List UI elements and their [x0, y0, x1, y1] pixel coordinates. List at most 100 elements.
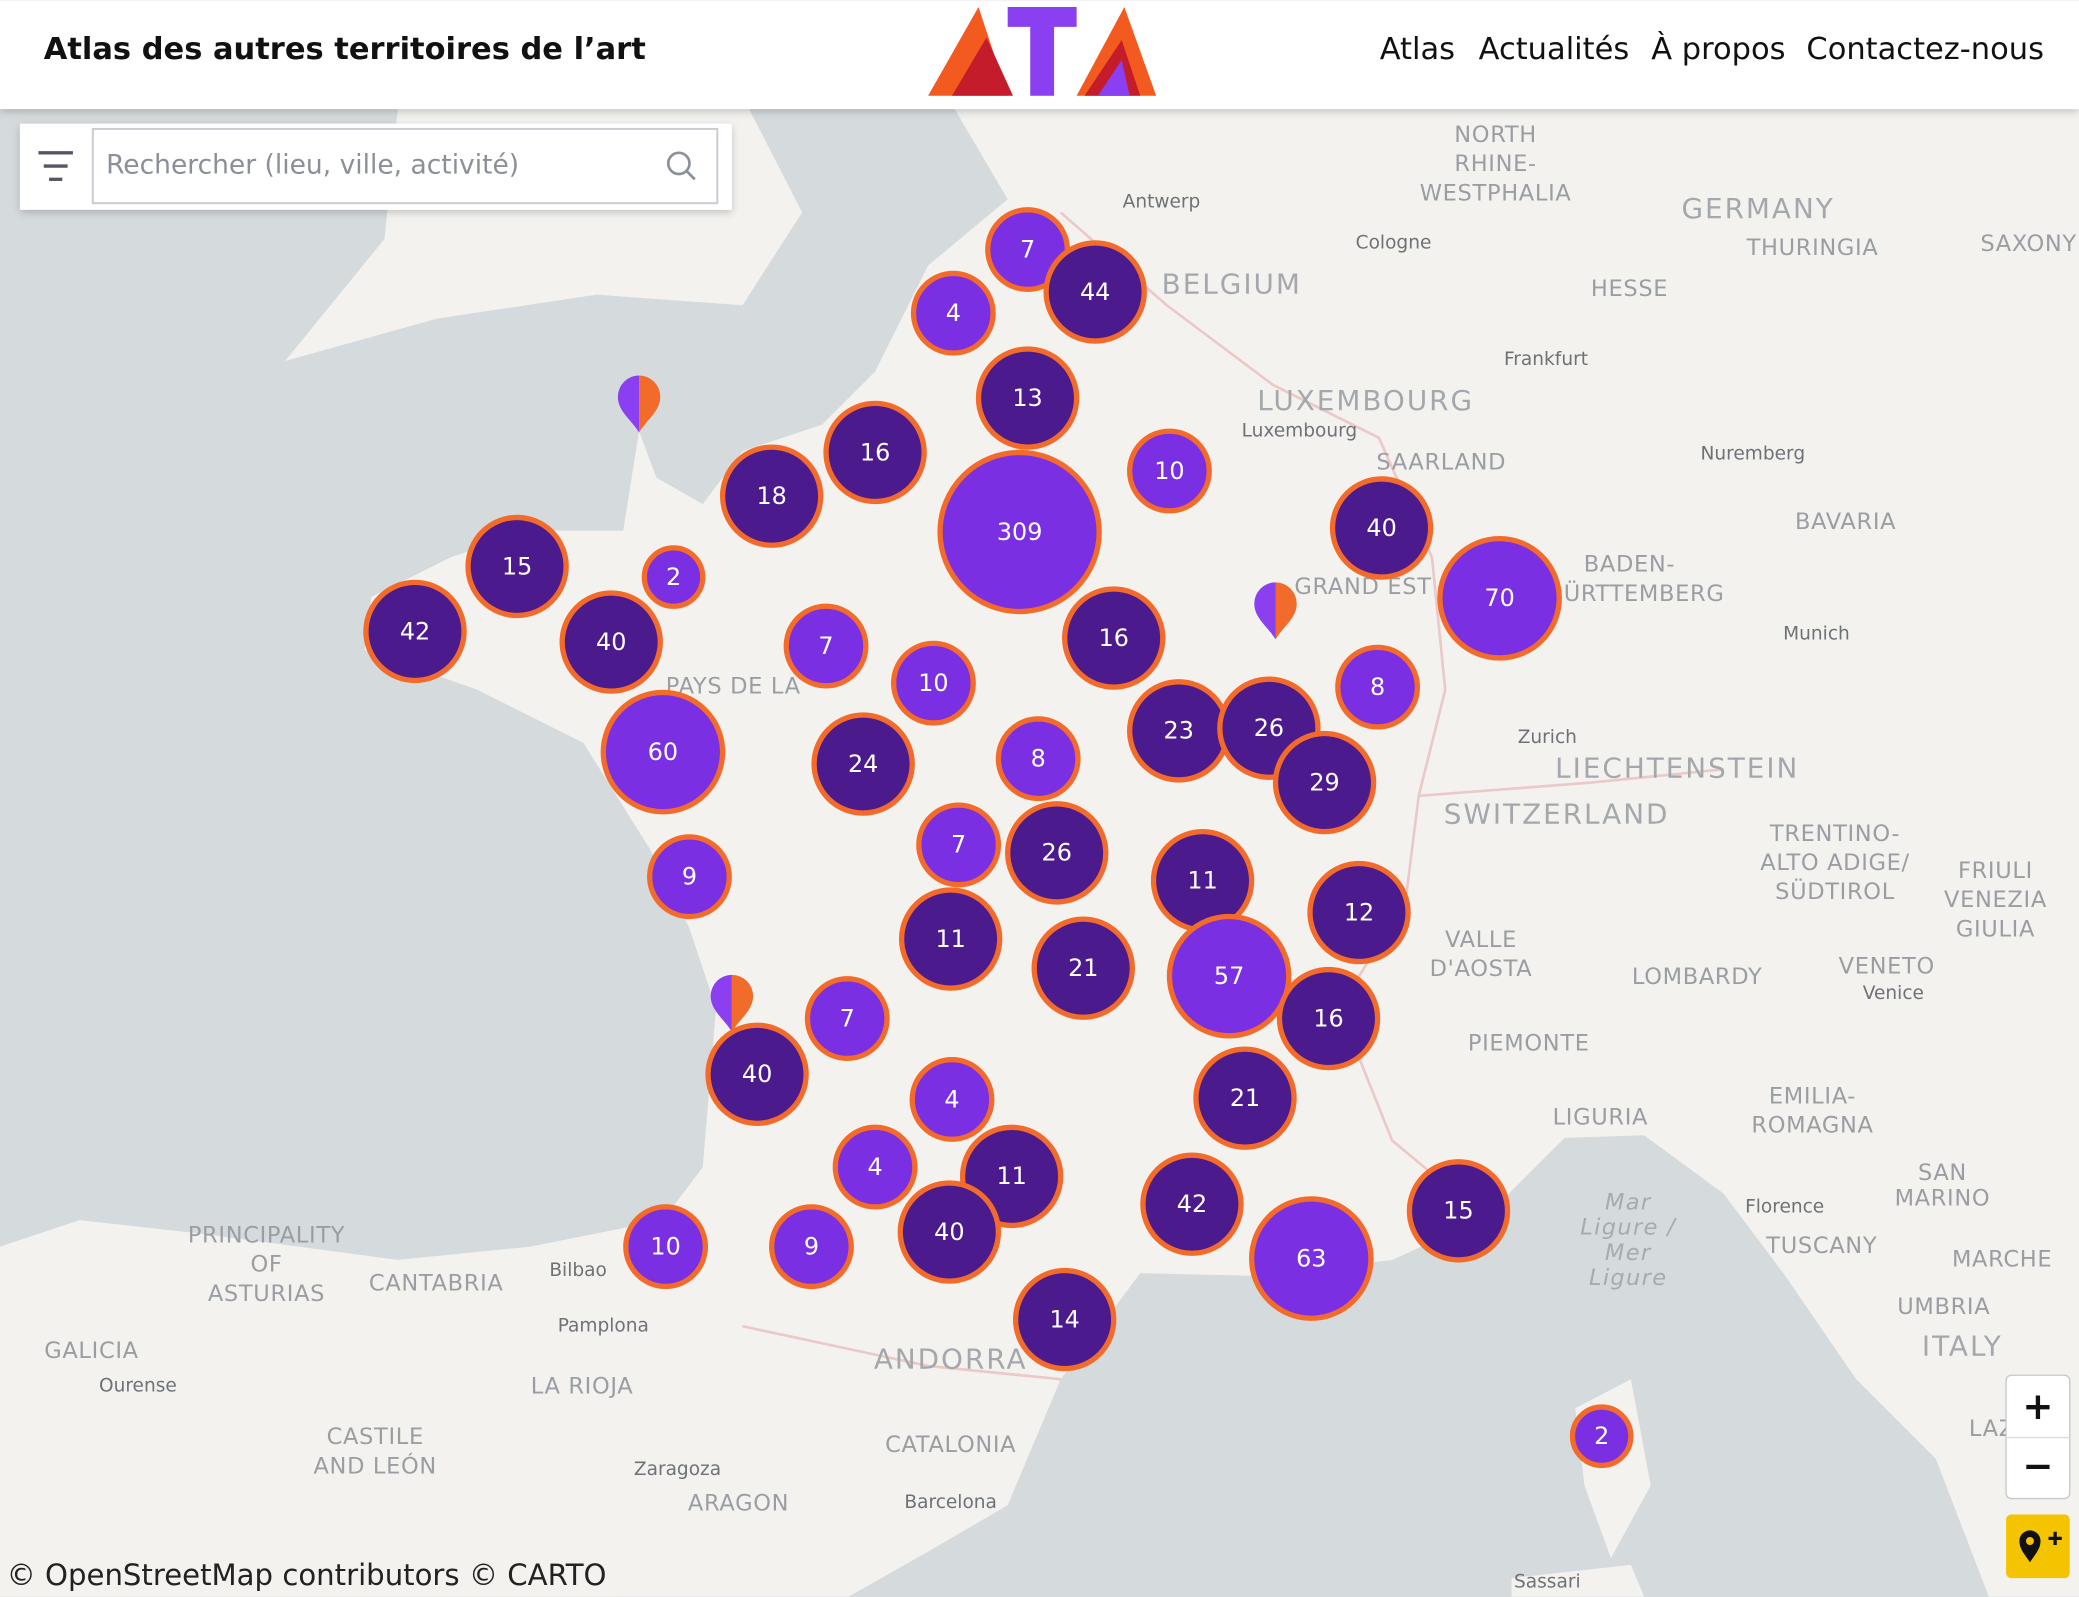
cluster-circle[interactable]: [910, 270, 996, 356]
cluster[interactable]: 70: [1437, 535, 1562, 661]
cluster[interactable]: 309: [937, 449, 1102, 615]
cluster-count[interactable]: 23: [1164, 717, 1194, 745]
cluster[interactable]: 9: [769, 1204, 854, 1290]
cluster-count[interactable]: 21: [1230, 1084, 1260, 1112]
search-input[interactable]: [91, 127, 719, 205]
add-place-button[interactable]: [2006, 1514, 2070, 1579]
cluster-circle[interactable]: [1012, 1267, 1117, 1372]
cluster-circle[interactable]: [600, 689, 726, 815]
cluster-circle[interactable]: [647, 834, 732, 920]
cluster[interactable]: 15: [1406, 1159, 1511, 1263]
nav-link[interactable]: Actualités: [1479, 32, 1630, 67]
cluster-circle[interactable]: [1307, 860, 1411, 965]
cluster[interactable]: 40: [1329, 476, 1434, 580]
cluster-count[interactable]: 11: [996, 1162, 1026, 1190]
cluster-count[interactable]: 7: [951, 831, 966, 859]
cluster-count[interactable]: 9: [804, 1232, 819, 1260]
cluster-count[interactable]: 16: [1313, 1004, 1343, 1032]
cluster[interactable]: 40: [559, 590, 663, 694]
cluster-count[interactable]: 29: [1309, 768, 1339, 796]
cluster[interactable]: 4: [910, 270, 996, 356]
cluster-circle[interactable]: [909, 1057, 995, 1142]
cluster[interactable]: 2: [1569, 1404, 1634, 1469]
cluster-count[interactable]: 7: [818, 632, 833, 660]
cluster-count[interactable]: 10: [918, 669, 948, 697]
map-pin[interactable]: [1254, 582, 1297, 640]
cluster-count[interactable]: 11: [935, 925, 965, 953]
cluster[interactable]: 24: [811, 712, 915, 816]
cluster[interactable]: 16: [1276, 966, 1381, 1071]
cluster[interactable]: 10: [623, 1204, 709, 1290]
search-icon[interactable]: [666, 151, 696, 181]
zoom-out[interactable]: −: [2022, 1445, 2053, 1488]
cluster[interactable]: 23: [1127, 679, 1231, 783]
cluster-count[interactable]: 40: [742, 1060, 772, 1088]
cluster[interactable]: 16: [823, 400, 927, 505]
cluster-count[interactable]: 10: [650, 1232, 680, 1260]
filter-button[interactable]: [38, 151, 73, 181]
cluster-circle[interactable]: [1248, 1196, 1374, 1321]
cluster-circle[interactable]: [897, 1180, 1002, 1284]
cluster[interactable]: 8: [995, 716, 1081, 802]
cluster[interactable]: 10: [891, 640, 976, 726]
cluster-count[interactable]: 16: [860, 438, 890, 466]
nav-link[interactable]: Contactez-nous: [1806, 32, 2044, 67]
cluster-count[interactable]: 24: [848, 750, 878, 778]
cluster[interactable]: 60: [600, 689, 726, 815]
cluster-count[interactable]: 11: [1187, 867, 1217, 895]
cluster-circle[interactable]: [465, 514, 569, 619]
cluster-circle[interactable]: [641, 545, 706, 609]
cluster[interactable]: 57: [1166, 913, 1292, 1039]
cluster-circle[interactable]: [1166, 913, 1292, 1039]
cluster-count[interactable]: 26: [1254, 714, 1284, 742]
cluster[interactable]: 21: [1193, 1046, 1297, 1150]
cluster[interactable]: 13: [975, 346, 1080, 450]
cluster[interactable]: 16: [1062, 586, 1166, 690]
cluster[interactable]: 15: [465, 514, 569, 619]
cluster-count[interactable]: 7: [840, 1004, 855, 1032]
cluster[interactable]: 8: [1335, 644, 1421, 730]
cluster-circle[interactable]: [1127, 428, 1212, 514]
cluster-circle[interactable]: [1569, 1404, 1634, 1469]
cluster[interactable]: 11: [898, 887, 1003, 991]
cluster-circle[interactable]: [623, 1204, 709, 1290]
cluster-circle[interactable]: [1005, 801, 1109, 905]
cluster-count[interactable]: 40: [1366, 514, 1396, 542]
cluster[interactable]: 40: [705, 1022, 809, 1126]
cluster-circle[interactable]: [719, 444, 824, 548]
cluster-circle[interactable]: [1437, 535, 1562, 661]
cluster[interactable]: 42: [363, 579, 467, 684]
cluster-count[interactable]: 26: [1042, 839, 1072, 867]
cluster-count[interactable]: 4: [946, 299, 961, 327]
cluster[interactable]: 7: [916, 802, 1002, 888]
cluster-circle[interactable]: [363, 579, 467, 684]
cluster-circle[interactable]: [832, 1124, 918, 1210]
cluster-count[interactable]: 40: [596, 628, 626, 656]
nav-link[interactable]: Atlas: [1380, 32, 1455, 67]
cluster-circle[interactable]: [811, 712, 915, 816]
cluster-circle[interactable]: [783, 603, 869, 689]
cluster[interactable]: 18: [719, 444, 824, 548]
cluster-count[interactable]: 8: [1370, 673, 1385, 701]
cluster-circle[interactable]: [804, 976, 890, 1062]
cluster-count[interactable]: 42: [1177, 1190, 1207, 1218]
cluster-count[interactable]: 12: [1344, 898, 1374, 926]
cluster-circle[interactable]: [1062, 586, 1166, 690]
cluster-circle[interactable]: [891, 640, 976, 726]
cluster-circle[interactable]: [916, 802, 1002, 888]
cluster[interactable]: 4: [832, 1124, 918, 1210]
cluster-count[interactable]: 60: [648, 738, 678, 766]
cluster-count[interactable]: 63: [1296, 1244, 1326, 1272]
cluster[interactable]: 7: [783, 603, 869, 689]
cluster-circle[interactable]: [1031, 916, 1135, 1020]
cluster-circle[interactable]: [1406, 1159, 1511, 1263]
cluster[interactable]: 2: [641, 545, 706, 609]
cluster-circle[interactable]: [1272, 730, 1377, 835]
cluster-count[interactable]: 9: [682, 863, 697, 891]
cluster-count[interactable]: 309: [997, 518, 1043, 546]
cluster-count[interactable]: 70: [1484, 584, 1514, 612]
cluster-count[interactable]: 14: [1050, 1305, 1080, 1333]
cluster-circle[interactable]: [1193, 1046, 1297, 1150]
cluster[interactable]: 26: [1005, 801, 1109, 905]
cluster-count[interactable]: 10: [1154, 457, 1184, 485]
